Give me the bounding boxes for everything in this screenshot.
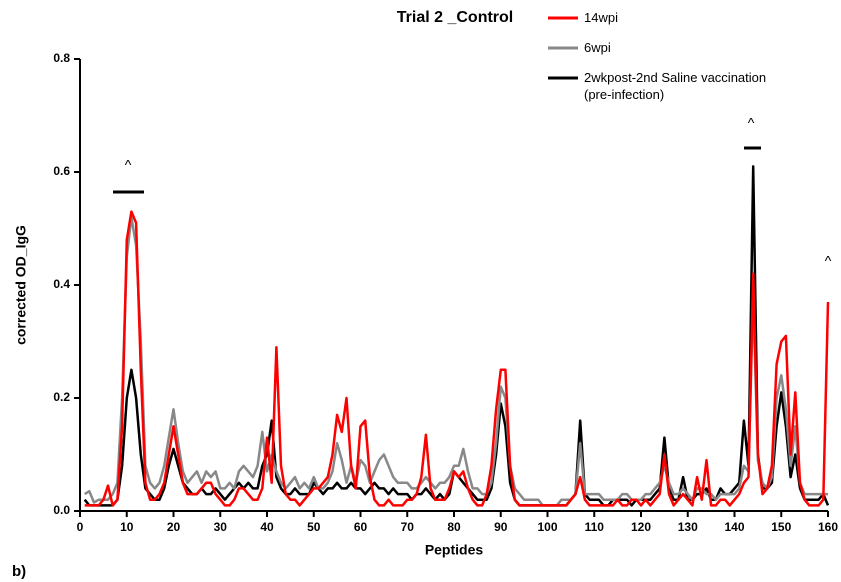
x-tick-label: 90 bbox=[494, 520, 508, 534]
chart-title: Trial 2 _Control bbox=[397, 9, 513, 26]
x-tick-label: 0 bbox=[77, 520, 84, 534]
x-tick-label: 50 bbox=[307, 520, 321, 534]
x-tick-label: 40 bbox=[260, 520, 274, 534]
x-tick-label: 130 bbox=[678, 520, 698, 534]
annotation: ^ bbox=[748, 115, 755, 131]
x-tick-label: 100 bbox=[537, 520, 557, 534]
legend-label: 14wpi bbox=[584, 10, 618, 25]
legend-label: 2wkpost-2nd Saline vaccination (pre-infe… bbox=[584, 70, 767, 102]
annotation: ^ bbox=[825, 253, 832, 269]
x-tick-label: 110 bbox=[585, 520, 605, 534]
x-tick-label: 30 bbox=[214, 520, 228, 534]
y-tick-label: 0.2 bbox=[53, 390, 70, 404]
legend-entry-box: 6wpi bbox=[584, 40, 611, 55]
x-tick-label: 150 bbox=[771, 520, 791, 534]
y-tick-label: 0.0 bbox=[53, 503, 70, 517]
x-tick-label: 10 bbox=[120, 520, 134, 534]
legend-entry-box: 14wpi bbox=[584, 10, 618, 25]
y-tick-label: 0.8 bbox=[53, 51, 70, 65]
x-tick-label: 140 bbox=[724, 520, 744, 534]
series-line bbox=[84, 215, 828, 507]
x-tick-label: 120 bbox=[631, 520, 651, 534]
x-tick-label: 60 bbox=[354, 520, 368, 534]
x-tick-label: 70 bbox=[401, 520, 415, 534]
y-tick-label: 0.6 bbox=[53, 164, 70, 178]
x-tick-label: 160 bbox=[818, 520, 838, 534]
x-tick-label: 20 bbox=[167, 520, 181, 534]
panel-label: b) bbox=[12, 563, 26, 580]
annotation: ^ bbox=[125, 157, 132, 173]
y-tick-label: 0.4 bbox=[53, 277, 70, 291]
x-tick-label: 80 bbox=[447, 520, 461, 534]
x-axis-label: Peptides bbox=[425, 542, 484, 558]
legend-label: 6wpi bbox=[584, 40, 611, 55]
series-line bbox=[84, 210, 830, 507]
y-axis-label: corrected OD_IgG bbox=[13, 225, 29, 345]
series-line bbox=[83, 165, 830, 507]
legend-entry-box: 2wkpost-2nd Saline vaccination (pre-infe… bbox=[584, 70, 767, 102]
